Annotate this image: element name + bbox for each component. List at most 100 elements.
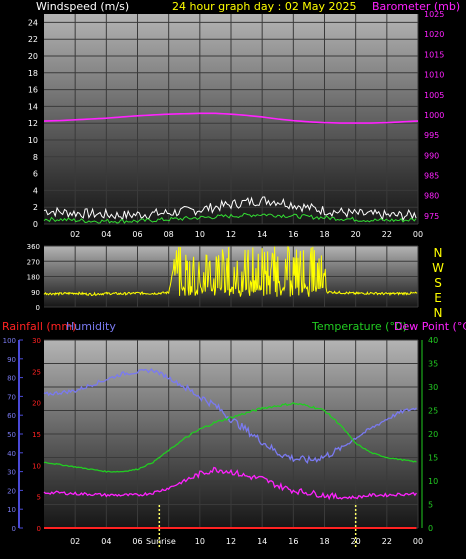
chart-title: 24 hour graph day : 02 May 2025 [172, 0, 357, 13]
y-tick-label: 4 [33, 186, 38, 195]
x-tick-label: 06 [132, 537, 142, 546]
x-tick-label: 10 [195, 230, 205, 239]
compass-label: N [434, 306, 443, 320]
y-rain-tick-label: 15 [32, 431, 41, 439]
y-rain-tick-label: 5 [37, 494, 41, 502]
x-tick-label: 02 [70, 230, 80, 239]
series-line-dew [43, 466, 417, 501]
x-tick-label: 12 [226, 537, 236, 546]
y-rain-tick-label: 25 [32, 368, 41, 376]
y-tick-label: 180 [27, 274, 40, 282]
y-temp-tick-label: 15 [428, 454, 438, 463]
y-tick-label: 270 [27, 258, 40, 266]
y-rain-tick-label: 20 [32, 400, 41, 408]
y-temp-tick-label: 10 [428, 477, 438, 486]
series-line-windspeed-avg [43, 212, 417, 224]
series-line-wind-direction [43, 246, 418, 297]
compass-label: S [434, 276, 442, 290]
y-temp-tick-label: 20 [428, 430, 438, 439]
temperature-axis-label: Temperature (°C) [311, 320, 407, 333]
compass-label: W [432, 261, 444, 275]
x-tick-label: 14 [257, 537, 267, 546]
x-tick-label: 18 [319, 537, 329, 546]
y-tick-label: 16 [28, 86, 38, 95]
x-tick-label: 22 [382, 537, 392, 546]
x-tick-label: 00 [413, 537, 423, 546]
x-tick-label: 06 [132, 230, 142, 239]
x-tick-label: 04 [101, 537, 111, 546]
dewpoint-axis-label: Dew Point (°C) [394, 320, 466, 333]
y-tick-label: 18 [28, 69, 38, 78]
x-tick-label: 12 [226, 230, 236, 239]
y-humidity-tick-label: 20 [7, 487, 16, 495]
y-humidity-tick-label: 40 [7, 450, 16, 458]
y2-tick-label: 985 [424, 172, 439, 181]
x-tick-label: 16 [288, 537, 298, 546]
humidity-axis-label: Humidity [66, 320, 116, 333]
series-line-hum [43, 368, 417, 465]
x-tick-label: 02 [70, 537, 80, 546]
windspeed-axis-label: Windspeed (m/s) [36, 0, 129, 13]
y-rain-tick-label: 0 [37, 525, 41, 533]
y-tick-label: 14 [28, 102, 38, 111]
series-line-windspeed-gust [43, 196, 417, 222]
y2-tick-label: 1020 [424, 30, 444, 39]
y-humidity-tick-label: 60 [7, 412, 16, 420]
y-temp-tick-label: 35 [428, 360, 438, 369]
y-temp-tick-label: 40 [428, 336, 438, 345]
y-tick-label: 90 [31, 289, 40, 297]
compass-label: N [434, 246, 443, 260]
y2-tick-label: 990 [424, 151, 439, 160]
wind-barometer-panel: 0246810121416182022249759809859909951000… [28, 10, 445, 239]
y-temp-tick-label: 25 [428, 407, 438, 416]
barometer-axis-label: Barometer (mb) [372, 0, 460, 13]
y-humidity-tick-label: 10 [7, 506, 16, 514]
y-tick-label: 2 [33, 203, 38, 212]
y-humidity-tick-label: 80 [7, 375, 16, 383]
y-humidity-tick-label: 90 [7, 356, 16, 364]
y-temp-tick-label: 30 [428, 383, 438, 392]
x-tick-label: 00 [413, 230, 423, 239]
y-temp-tick-label: 0 [428, 524, 433, 533]
x-tick-label: 04 [101, 230, 111, 239]
x-tick-label: 22 [382, 230, 392, 239]
humidity-temperature-panel: 0510152025303540010203040506070809010005… [3, 336, 438, 548]
y-humidity-tick-label: 30 [7, 469, 16, 477]
y2-tick-label: 1015 [424, 50, 444, 59]
y-tick-label: 12 [28, 119, 38, 128]
y2-tick-label: 975 [424, 212, 439, 221]
y-temp-tick-label: 5 [428, 501, 433, 510]
x-tick-label: 14 [257, 230, 267, 239]
y-tick-label: 20 [28, 52, 38, 61]
y-tick-label: 10 [28, 136, 38, 145]
y2-tick-label: 1025 [424, 10, 444, 19]
x-tick-label: 08 [164, 230, 174, 239]
y-tick-label: 8 [33, 153, 38, 162]
y-rain-tick-label: 10 [32, 462, 41, 470]
rainfall-axis-label: Rainfall (mm) [2, 320, 76, 333]
y-tick-label: 22 [28, 35, 38, 44]
sunrise-label: Sunrise [146, 537, 176, 546]
y2-tick-label: 1000 [424, 111, 444, 120]
x-tick-label: 18 [319, 230, 329, 239]
y-tick-label: 0 [33, 220, 38, 229]
y2-tick-label: 1010 [424, 71, 444, 80]
y-tick-label: 0 [36, 304, 40, 312]
y-tick-label: 24 [28, 18, 38, 27]
y2-tick-label: 980 [424, 192, 439, 201]
y2-tick-label: 995 [424, 131, 439, 140]
y-humidity-tick-label: 0 [12, 525, 16, 533]
y2-tick-label: 1005 [424, 91, 444, 100]
series-line-temp [43, 402, 417, 473]
compass-label: E [434, 291, 442, 305]
y-rain-tick-label: 30 [32, 337, 41, 345]
x-tick-label: 20 [351, 230, 361, 239]
x-tick-label: 16 [288, 230, 298, 239]
y-humidity-tick-label: 50 [7, 431, 16, 439]
series-line-barometer [43, 112, 419, 124]
y-tick-label: 360 [27, 243, 40, 251]
y-humidity-tick-label: 100 [3, 337, 16, 345]
